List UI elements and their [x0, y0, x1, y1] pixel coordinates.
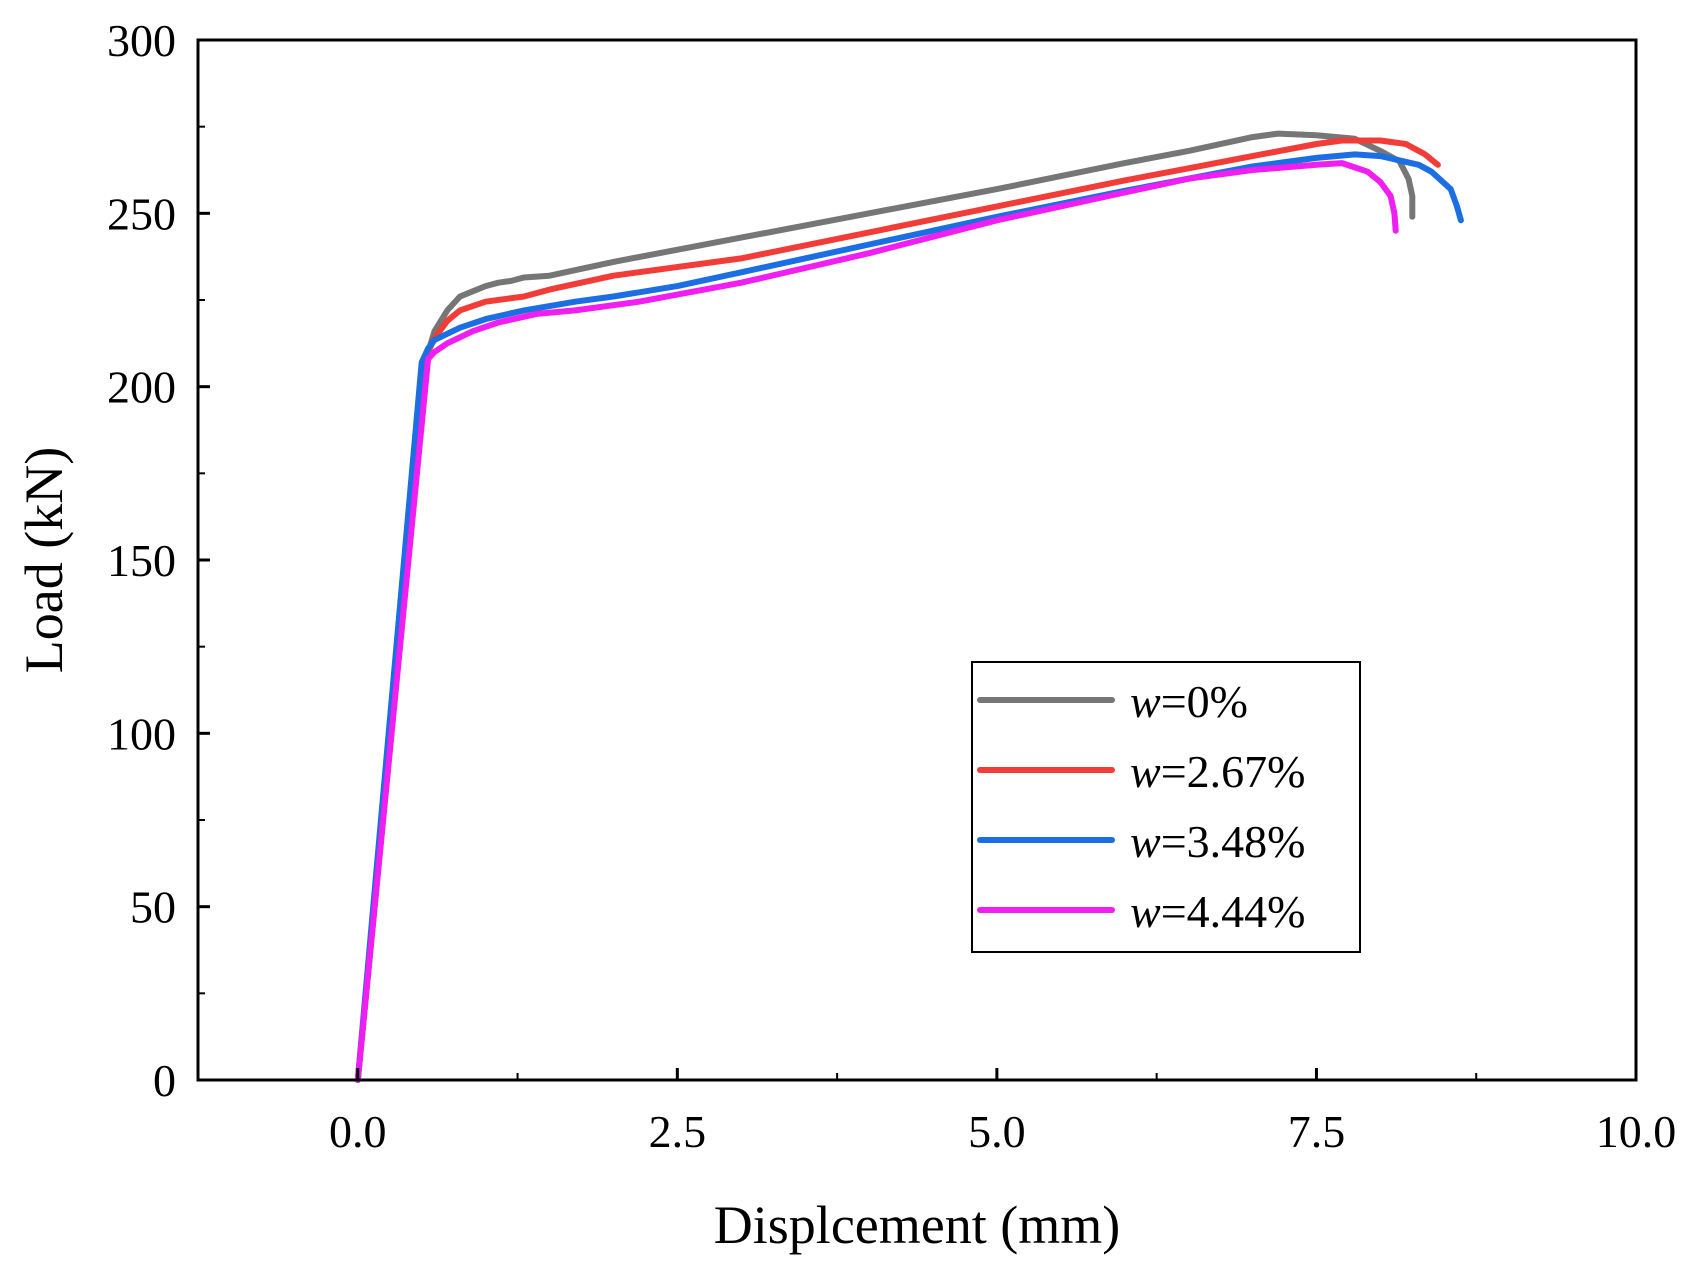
y-tick-label: 250 [107, 188, 176, 239]
legend-box [971, 661, 1361, 953]
x-axis-ticks: 0.0 2.5 5.0 7.5 10.0 [329, 1068, 1676, 1157]
legend-label-3: w=3.48% [1130, 816, 1305, 867]
legend-label-4: w=4.44% [1130, 886, 1305, 937]
legend-variable: w [1130, 676, 1161, 727]
y-tick-label: 50 [130, 882, 176, 933]
y-axis-title: Load (kN) [14, 447, 74, 673]
x-tick-label: 2.5 [649, 1106, 707, 1157]
legend: w=0%w=2.67%w=3.48%w=4.44% [971, 661, 1361, 953]
series-line-1 [354, 130, 1416, 1083]
x-tick-label: 5.0 [968, 1106, 1026, 1157]
y-tick-label: 0 [153, 1055, 176, 1106]
series-line-2 [354, 137, 1441, 1083]
legend-value: =4.44% [1161, 886, 1306, 937]
legend-label-2: w=2.67% [1130, 746, 1305, 797]
legend-variable: w [1130, 816, 1161, 867]
legend-value: =0% [1161, 676, 1248, 727]
legend-value: =3.48% [1161, 816, 1306, 867]
x-axis-title: Displcement (mm) [714, 1195, 1120, 1255]
legend-value: =2.67% [1161, 746, 1306, 797]
series-layer [354, 130, 1464, 1083]
legend-variable: w [1130, 746, 1161, 797]
y-tick-label: 150 [107, 535, 176, 586]
y-tick-label: 200 [107, 362, 176, 413]
series-line-4 [354, 160, 1399, 1083]
y-axis-ticks: 0 50 100 150 200 250 300 [107, 15, 210, 1106]
y-tick-label: 300 [107, 15, 176, 66]
series-line-3 [354, 151, 1464, 1083]
x-tick-label: 10.0 [1596, 1106, 1677, 1157]
legend-label-1: w=0% [1130, 676, 1248, 727]
legend-variable: w [1130, 886, 1161, 937]
x-tick-label: 7.5 [1288, 1106, 1346, 1157]
x-tick-label: 0.0 [329, 1106, 387, 1157]
y-tick-label: 100 [107, 708, 176, 759]
